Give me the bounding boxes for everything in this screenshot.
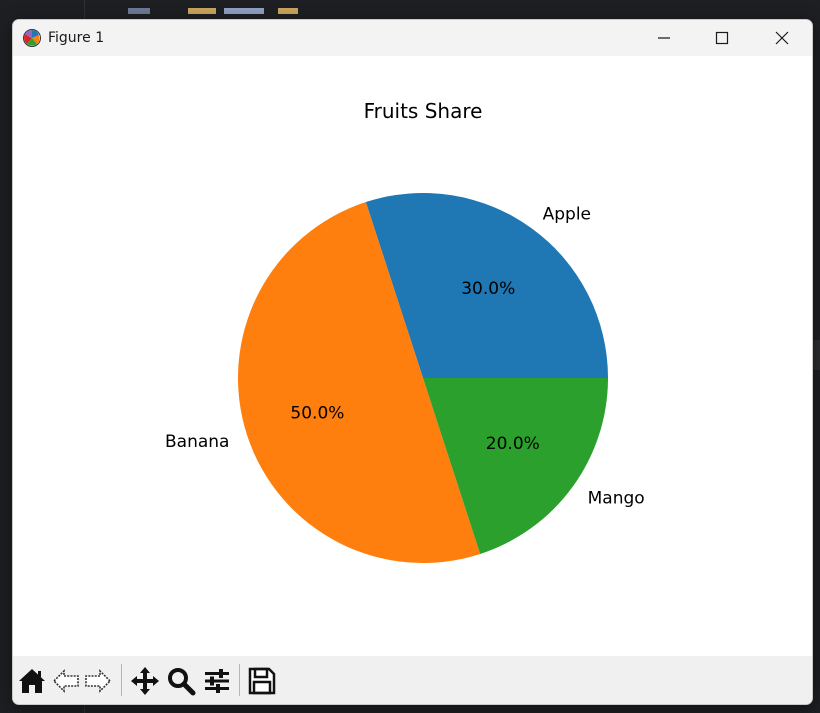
minimize-button[interactable] — [635, 20, 693, 56]
maximize-icon — [715, 31, 729, 45]
pie-label-banana: Banana — [165, 432, 229, 452]
editor-scroll-marker — [812, 340, 820, 370]
title-bar[interactable]: Figure 1 — [13, 20, 812, 56]
close-icon — [775, 31, 789, 45]
pie-percent-apple: 30.0% — [461, 279, 515, 299]
pie-percent-banana: 50.0% — [290, 403, 344, 423]
forward-button[interactable] — [83, 666, 113, 696]
chart-title: Fruits Share — [364, 99, 483, 123]
figure-canvas[interactable]: Fruits Share Apple 30.0% Banana 50.0% Mango 2… — [13, 56, 812, 656]
forward-arrow-icon — [85, 669, 112, 693]
back-arrow-icon — [52, 669, 79, 693]
configure-subplots-button[interactable] — [202, 666, 232, 696]
maximize-button[interactable] — [693, 20, 751, 56]
matplotlib-logo-icon — [23, 29, 41, 47]
pan-icon — [131, 667, 159, 695]
navigation-toolbar — [13, 656, 812, 704]
pie-label-mango: Mango — [588, 489, 645, 509]
close-button[interactable] — [753, 20, 811, 56]
zoom-button[interactable] — [166, 666, 196, 696]
figure-window: Figure 1 Fruits Share Apple 30.0% Banana 50… — [12, 19, 813, 705]
pie-percent-mango: 20.0% — [486, 434, 540, 454]
window-title: Figure 1 — [48, 30, 105, 46]
pie-slice-mango — [423, 378, 608, 554]
zoom-icon — [168, 668, 196, 696]
back-button[interactable] — [51, 666, 81, 696]
pie-chart: Fruits Share Apple 30.0% Banana 50.0% Mango 2… — [165, 99, 645, 564]
background-code-top — [128, 8, 298, 14]
toolbar-separator — [239, 664, 240, 696]
home-button[interactable] — [17, 666, 47, 696]
pie-slice-apple — [365, 193, 608, 378]
toolbar-separator — [121, 664, 122, 696]
configure-subplots-icon — [205, 669, 229, 693]
home-icon — [19, 669, 45, 693]
minimize-icon — [658, 37, 670, 39]
pan-button[interactable] — [130, 666, 160, 696]
pie-label-apple: Apple — [543, 204, 591, 224]
save-icon — [248, 667, 276, 695]
save-button[interactable] — [247, 666, 277, 696]
pie-slice-banana — [238, 202, 481, 564]
